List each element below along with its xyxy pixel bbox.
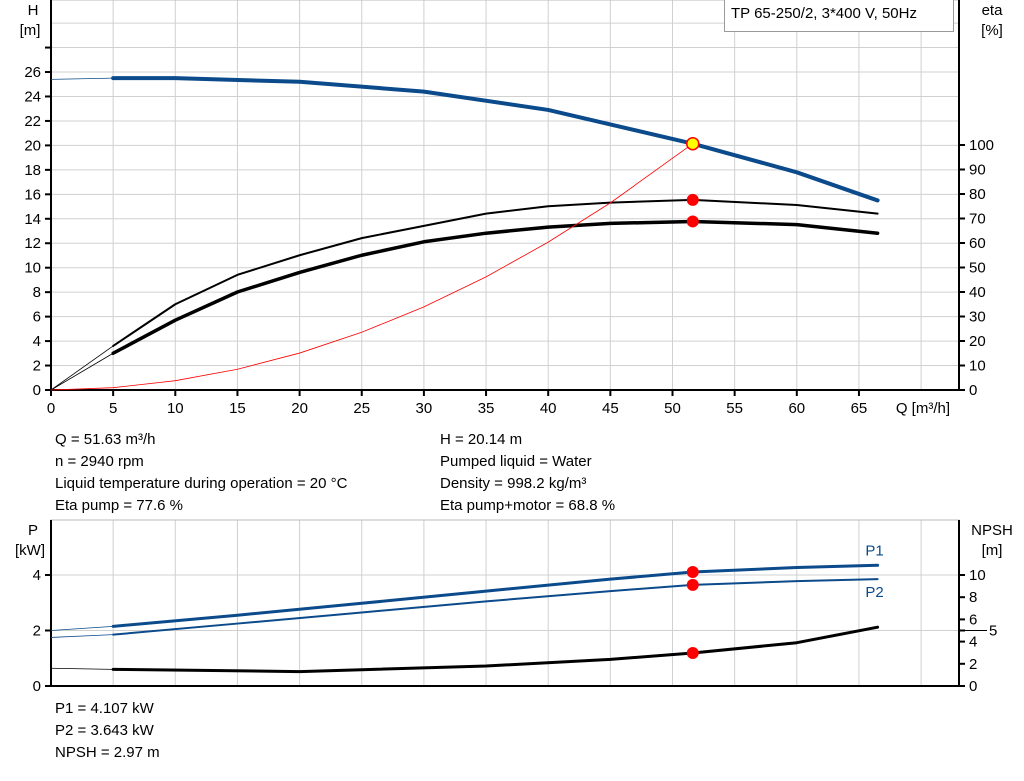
- duty-point-npsh: [686, 647, 699, 660]
- y-tick-label: 12: [24, 235, 41, 252]
- y2-tick-label: 90: [969, 162, 986, 179]
- series-P2-extrapolated: [50, 634, 114, 638]
- x-tick-label: 30: [416, 400, 433, 417]
- x-tick-label: 55: [726, 400, 743, 417]
- y-tick-label: 4: [33, 333, 41, 350]
- y-tick-label: 8: [33, 284, 41, 301]
- info-right: H = 20.14 m Pumped liquid = Water Densit…: [440, 429, 615, 517]
- y-tick-label: 0: [33, 382, 41, 399]
- y-tick-label: 14: [24, 211, 41, 228]
- info-q: Q = 51.63 m³/h: [55, 431, 156, 448]
- info-eta-total: Eta pump+motor = 68.8 %: [440, 497, 616, 514]
- series-P1: [111, 563, 880, 628]
- x-tick-label: 65: [851, 400, 868, 417]
- y2-tick-label: 0: [969, 678, 977, 695]
- y2-axis-unit: [m]: [982, 542, 1003, 559]
- y2-axis-unit: [%]: [981, 22, 1003, 39]
- pump-title-box: TP 65-250/2, 3*400 V, 50Hz: [724, 0, 954, 32]
- y2-tick-label: 100: [969, 137, 994, 154]
- y-tick-label: 6: [33, 309, 41, 326]
- y-axis-unit: [m]: [20, 22, 41, 39]
- y2-tick-label: 30: [969, 309, 986, 326]
- duty-point-head: [686, 136, 700, 151]
- y2-tick-label: 50: [969, 260, 986, 277]
- y2-tick-label: 20: [969, 333, 986, 350]
- duty-point-p1: [686, 566, 699, 579]
- y-tick-label: 2: [33, 358, 41, 375]
- info-bottom: P1 = 4.107 kW P2 = 3.643 kW NPSH = 2.97 …: [55, 698, 160, 764]
- info-p2: P2 = 3.643 kW: [55, 722, 154, 739]
- info-n: n = 2940 rpm: [55, 453, 144, 470]
- info-density: Density = 998.2 kg/m³: [440, 475, 587, 492]
- y2-tick-label: 70: [969, 211, 986, 228]
- plot-frame: [50, 0, 960, 391]
- series-eta-pump-motor: [111, 219, 880, 355]
- y2-tick-label: 6: [969, 611, 977, 628]
- y2-tick-label: 0: [969, 382, 977, 399]
- info-temp: Liquid temperature during operation = 20…: [55, 475, 348, 492]
- x-tick-label: 50: [664, 400, 681, 417]
- y2-tick-label: 40: [969, 284, 986, 301]
- y-axis-label: H: [28, 2, 39, 19]
- x-tick-label: 60: [788, 400, 805, 417]
- y2-tick-label: 60: [969, 235, 986, 252]
- y2-tick-label: 80: [969, 186, 986, 203]
- series-eta-pump-extrapolated: [50, 345, 114, 391]
- x-tick-label: 40: [540, 400, 557, 417]
- y2-axis-label: eta: [982, 2, 1004, 19]
- y-axis-label: P: [28, 522, 38, 539]
- y-tick-label: 18: [24, 162, 41, 179]
- y2-tick-label: 2: [969, 656, 977, 673]
- x-tick-label: 20: [291, 400, 308, 417]
- x-tick-label: 35: [478, 400, 495, 417]
- x-tick-label: 0: [47, 400, 55, 417]
- y-tick-label: 22: [24, 113, 41, 130]
- y-tick-label: 26: [24, 64, 41, 81]
- y-tick-label: 16: [24, 186, 41, 203]
- info-h: H = 20.14 m: [440, 431, 523, 448]
- series-P1-extrapolated: [50, 625, 114, 631]
- x-axis-label: Q [m³/h]: [896, 400, 950, 417]
- y2-tick-label: 4: [969, 634, 977, 651]
- series-head: [111, 76, 880, 203]
- info-npsh: NPSH = 2.97 m: [55, 744, 160, 761]
- series-eta-pump-motor-extrapolated: [50, 352, 114, 391]
- y2-axis-label: NPSH: [971, 522, 1013, 539]
- series-NPSH: [111, 625, 880, 674]
- x-tick-label: 45: [602, 400, 619, 417]
- y-tick-label: 10: [24, 260, 41, 277]
- series-system-curve: [50, 143, 694, 391]
- duty-point-eta-pump: [686, 193, 699, 206]
- info-liquid: Pumped liquid = Water: [440, 453, 592, 470]
- series-eta-pump: [112, 198, 879, 347]
- duty-point-eta-total: [686, 215, 699, 228]
- y2-tick-label: 8: [969, 589, 977, 606]
- y2-tick-label: 5: [989, 623, 997, 640]
- info-eta-pump: Eta pump = 77.6 %: [55, 497, 183, 514]
- y2-tick-label: 10: [969, 567, 986, 584]
- series-head-extrapolated: [50, 77, 114, 80]
- x-tick-label: 15: [229, 400, 246, 417]
- y-tick-label: 24: [24, 88, 41, 105]
- y-axis-unit: [kW]: [15, 542, 45, 559]
- x-tick-label: 25: [353, 400, 370, 417]
- info-p1: P1 = 4.107 kW: [55, 700, 154, 717]
- info-left: Q = 51.63 m³/h n = 2940 rpm Liquid tempe…: [55, 429, 347, 517]
- y-tick-label: 2: [33, 623, 41, 640]
- series-P2: [112, 578, 879, 636]
- y-tick-label: 4: [33, 567, 41, 584]
- series-label-P2: P2: [865, 584, 883, 601]
- duty-point-p2: [686, 578, 699, 591]
- series-label-P1: P1: [865, 542, 883, 559]
- x-tick-label: 10: [167, 400, 184, 417]
- plot-frame: [50, 519, 960, 687]
- y-tick-label: 0: [33, 678, 41, 695]
- y-tick-label: 20: [24, 137, 41, 154]
- series-NPSH-extrapolated: [50, 667, 114, 670]
- x-tick-label: 5: [109, 400, 117, 417]
- y2-tick-label: 10: [969, 358, 986, 375]
